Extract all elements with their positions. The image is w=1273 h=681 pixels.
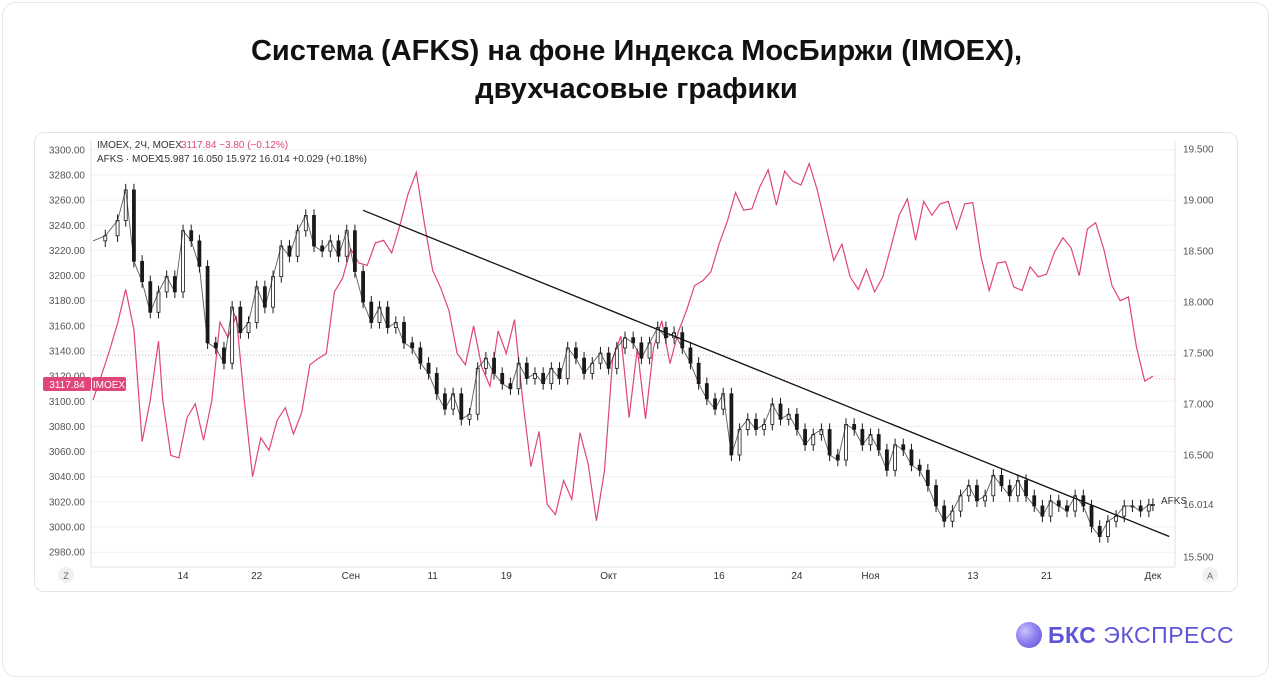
grid xyxy=(90,141,1176,568)
afks-name-label: AFKS xyxy=(1161,496,1187,507)
left-tick-label: 3300.00 xyxy=(49,145,86,156)
afks-close-line xyxy=(92,189,1153,538)
title-line-2: двухчасовые графики xyxy=(475,73,798,105)
series-afks xyxy=(92,183,1155,543)
scale-z-label: Z xyxy=(63,571,69,581)
auto-scale-button[interactable]: A xyxy=(1202,567,1218,583)
x-tick-label: Ноя xyxy=(861,571,879,582)
left-tick-label: 3040.00 xyxy=(49,472,86,483)
right-tick-label: 19.000 xyxy=(1183,196,1214,207)
left-tick-label: 3140.00 xyxy=(49,347,86,358)
x-tick-label: 24 xyxy=(791,571,803,582)
x-tick-label: Сен xyxy=(342,571,360,582)
x-tick-label: 21 xyxy=(1041,571,1053,582)
afks-candle-body xyxy=(115,220,120,237)
right-tick-label: 16.014 xyxy=(1183,500,1214,511)
x-tick-label: Дек xyxy=(1145,571,1162,582)
x-tick-label: 16 xyxy=(714,571,726,582)
scale-z-button[interactable]: Z xyxy=(58,567,74,583)
trendline xyxy=(362,209,1170,538)
left-tick-label: 3180.00 xyxy=(49,296,86,307)
logo-bks-text: БКС xyxy=(1048,621,1097,648)
left-tick-label: 3080.00 xyxy=(49,422,86,433)
bks-logo-icon xyxy=(1016,622,1042,648)
chart-card[interactable]: 3300.00 3280.00 3260.00 3240.00 3220.00 3200.… xyxy=(34,132,1238,592)
left-tick-label: 3200.00 xyxy=(49,271,86,282)
legend-imoex-label: IMOEX, 2Ч, MOEX xyxy=(97,140,182,151)
page-title: Система (AFKS) на фоне Индекса МосБиржи … xyxy=(0,32,1273,108)
left-tick-label: 3060.00 xyxy=(49,447,86,458)
x-tick-label: 19 xyxy=(501,571,513,582)
left-tick-label: 3000.00 xyxy=(49,523,86,534)
left-tick-label: 3280.00 xyxy=(49,170,86,181)
title-line-1: Система (AFKS) на фоне Индекса МосБиржи … xyxy=(250,35,1023,67)
imoex-name-badge: IMOEX xyxy=(92,377,126,391)
legend-afks-values: 15.987 16.050 15.972 16.014 +0.029 (+0.1… xyxy=(159,154,367,165)
right-tick-label: 18.000 xyxy=(1183,298,1214,309)
x-axis: 14 22 Сен 11 19 Окт 16 24 Ноя 13 21 Дек xyxy=(177,571,1161,582)
dotted-levels xyxy=(91,354,1175,380)
legend-afks-label: AFKS · MOEX xyxy=(97,154,162,165)
series-imoex xyxy=(92,161,1154,521)
right-tick-label: 17.000 xyxy=(1183,400,1214,411)
bks-express-logo[interactable]: БКС ЭКСПРЕСС xyxy=(1016,620,1234,650)
chart-canvas[interactable]: 3300.00 3280.00 3260.00 3240.00 3220.00 3200.… xyxy=(35,133,1239,593)
left-tick-label: 3220.00 xyxy=(49,246,86,257)
x-tick-label: 13 xyxy=(967,571,979,582)
auto-scale-label: A xyxy=(1207,571,1213,581)
left-tick-label: 3020.00 xyxy=(49,497,86,508)
imoex-line xyxy=(92,161,1154,521)
x-tick-label: Окт xyxy=(600,571,617,582)
imoex-name-text: IMOEX xyxy=(93,380,126,391)
left-tick-label: 3100.00 xyxy=(49,397,86,408)
imoex-price-badge: 3117.84 xyxy=(43,377,91,391)
right-tick-label: 16.500 xyxy=(1183,450,1214,461)
right-axis: 19.500 19.000 18.500 18.000 17.500 17.000 16.5… xyxy=(1183,145,1214,564)
left-tick-label: 3160.00 xyxy=(49,321,86,332)
x-tick-label: 14 xyxy=(177,571,189,582)
right-tick-label: 15.500 xyxy=(1183,552,1214,563)
left-tick-label: 3260.00 xyxy=(49,196,86,207)
logo-express-text: ЭКСПРЕСС xyxy=(1103,621,1235,648)
x-tick-label: 22 xyxy=(251,571,263,582)
afks-trendline xyxy=(362,209,1170,538)
right-tick-label: 19.500 xyxy=(1183,145,1214,156)
right-tick-label: 18.500 xyxy=(1183,247,1214,258)
left-tick-label: 3240.00 xyxy=(49,221,86,232)
imoex-price-text: 3117.84 xyxy=(49,380,85,391)
left-tick-label: 2980.00 xyxy=(49,548,86,559)
right-tick-label: 17.500 xyxy=(1183,349,1214,360)
legend-imoex-values: 3117.84 −3.80 (−0.12%) xyxy=(181,140,288,151)
x-tick-label: 11 xyxy=(427,571,438,582)
left-axis: 3300.00 3280.00 3260.00 3240.00 3220.00 3200.… xyxy=(49,145,86,558)
